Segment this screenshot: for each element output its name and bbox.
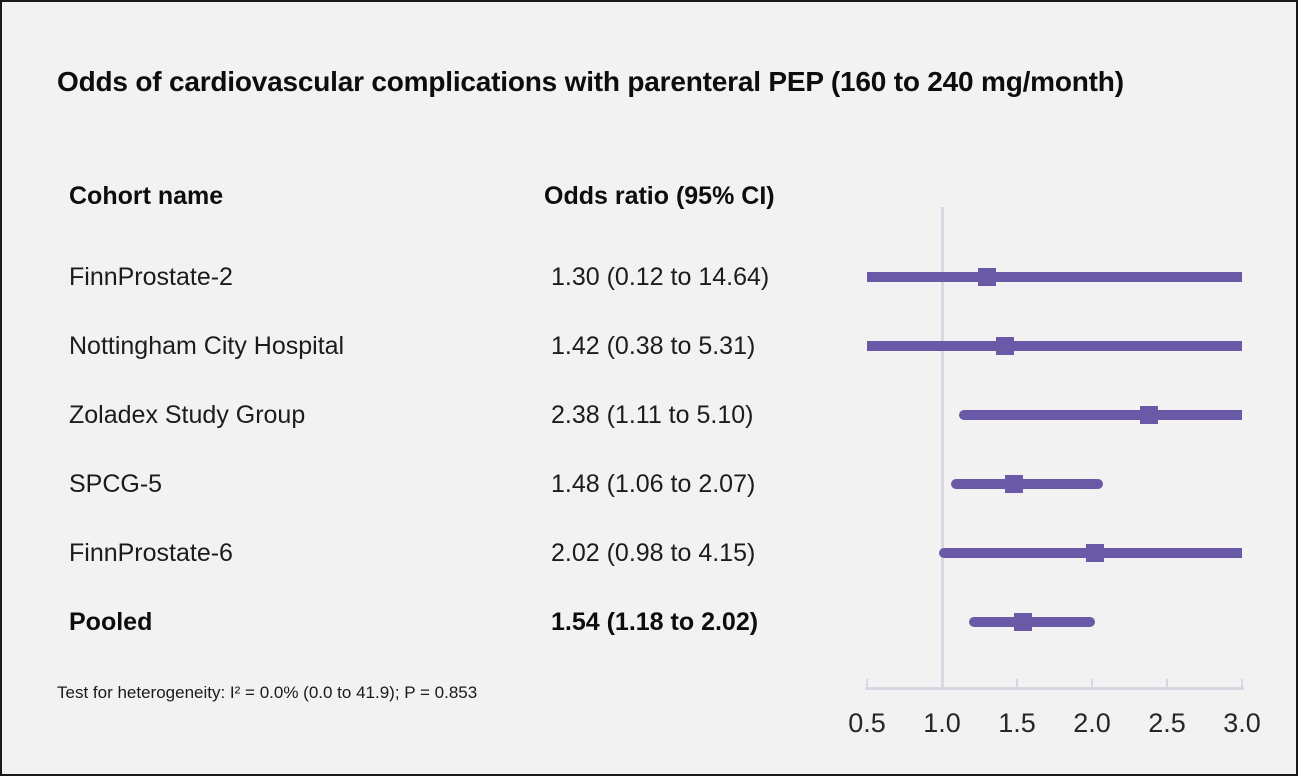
- confidence-interval-bar: [867, 341, 1242, 351]
- confidence-interval-bar: [958, 410, 1242, 420]
- estimate-marker: [1014, 613, 1032, 631]
- confidence-interval-bar: [969, 617, 1095, 627]
- x-axis-tick: [1166, 679, 1168, 688]
- chart-title: Odds of cardiovascular complications wit…: [57, 66, 1124, 97]
- cohort-name: FinnProstate-6: [69, 539, 233, 567]
- heterogeneity-note: Test for heterogeneity: I² = 0.0% (0.0 t…: [57, 683, 478, 702]
- x-axis-tick-label: 1.5: [998, 708, 1036, 738]
- x-axis-tick-label: 3.0: [1223, 708, 1261, 738]
- confidence-interval-bar: [951, 479, 1103, 489]
- estimate-marker: [978, 268, 996, 286]
- plot-area: [865, 207, 1244, 690]
- x-axis-tick: [1241, 679, 1243, 688]
- x-axis-tick-label: 2.5: [1148, 708, 1186, 738]
- x-axis-tick: [941, 679, 943, 688]
- odds-ratio-value: 1.42 (0.38 to 5.31): [551, 332, 756, 360]
- x-axis-tick: [1016, 679, 1018, 688]
- column-header-cohort: Cohort name: [69, 182, 224, 210]
- reference-line: [940, 207, 944, 690]
- odds-ratio-value: 1.30 (0.12 to 14.64): [551, 263, 770, 291]
- confidence-interval-bar: [867, 272, 1242, 282]
- cohort-name: Nottingham City Hospital: [69, 332, 345, 360]
- x-axis-line: [865, 687, 1244, 690]
- cohort-name: Pooled: [69, 608, 153, 636]
- odds-ratio-value: 1.48 (1.06 to 2.07): [551, 470, 756, 498]
- odds-ratio-value: 2.02 (0.98 to 4.15): [551, 539, 756, 567]
- x-axis-tick: [866, 679, 868, 688]
- cohort-name: Zoladex Study Group: [69, 401, 306, 429]
- estimate-marker: [1140, 406, 1158, 424]
- x-axis-tick-label: 2.0: [1073, 708, 1111, 738]
- x-axis-tick: [1091, 679, 1093, 688]
- column-header-odds-ratio: Odds ratio (95% CI): [544, 182, 775, 210]
- estimate-marker: [996, 337, 1014, 355]
- x-axis-tick-label: 0.5: [848, 708, 886, 738]
- cohort-name: SPCG-5: [69, 470, 163, 498]
- cohort-name: FinnProstate-2: [69, 263, 233, 291]
- odds-ratio-value: 2.38 (1.11 to 5.10): [551, 401, 754, 429]
- estimate-marker: [1086, 544, 1104, 562]
- estimate-marker: [1005, 475, 1023, 493]
- odds-ratio-value: 1.54 (1.18 to 2.02): [551, 608, 759, 636]
- x-axis-tick-label: 1.0: [923, 708, 961, 738]
